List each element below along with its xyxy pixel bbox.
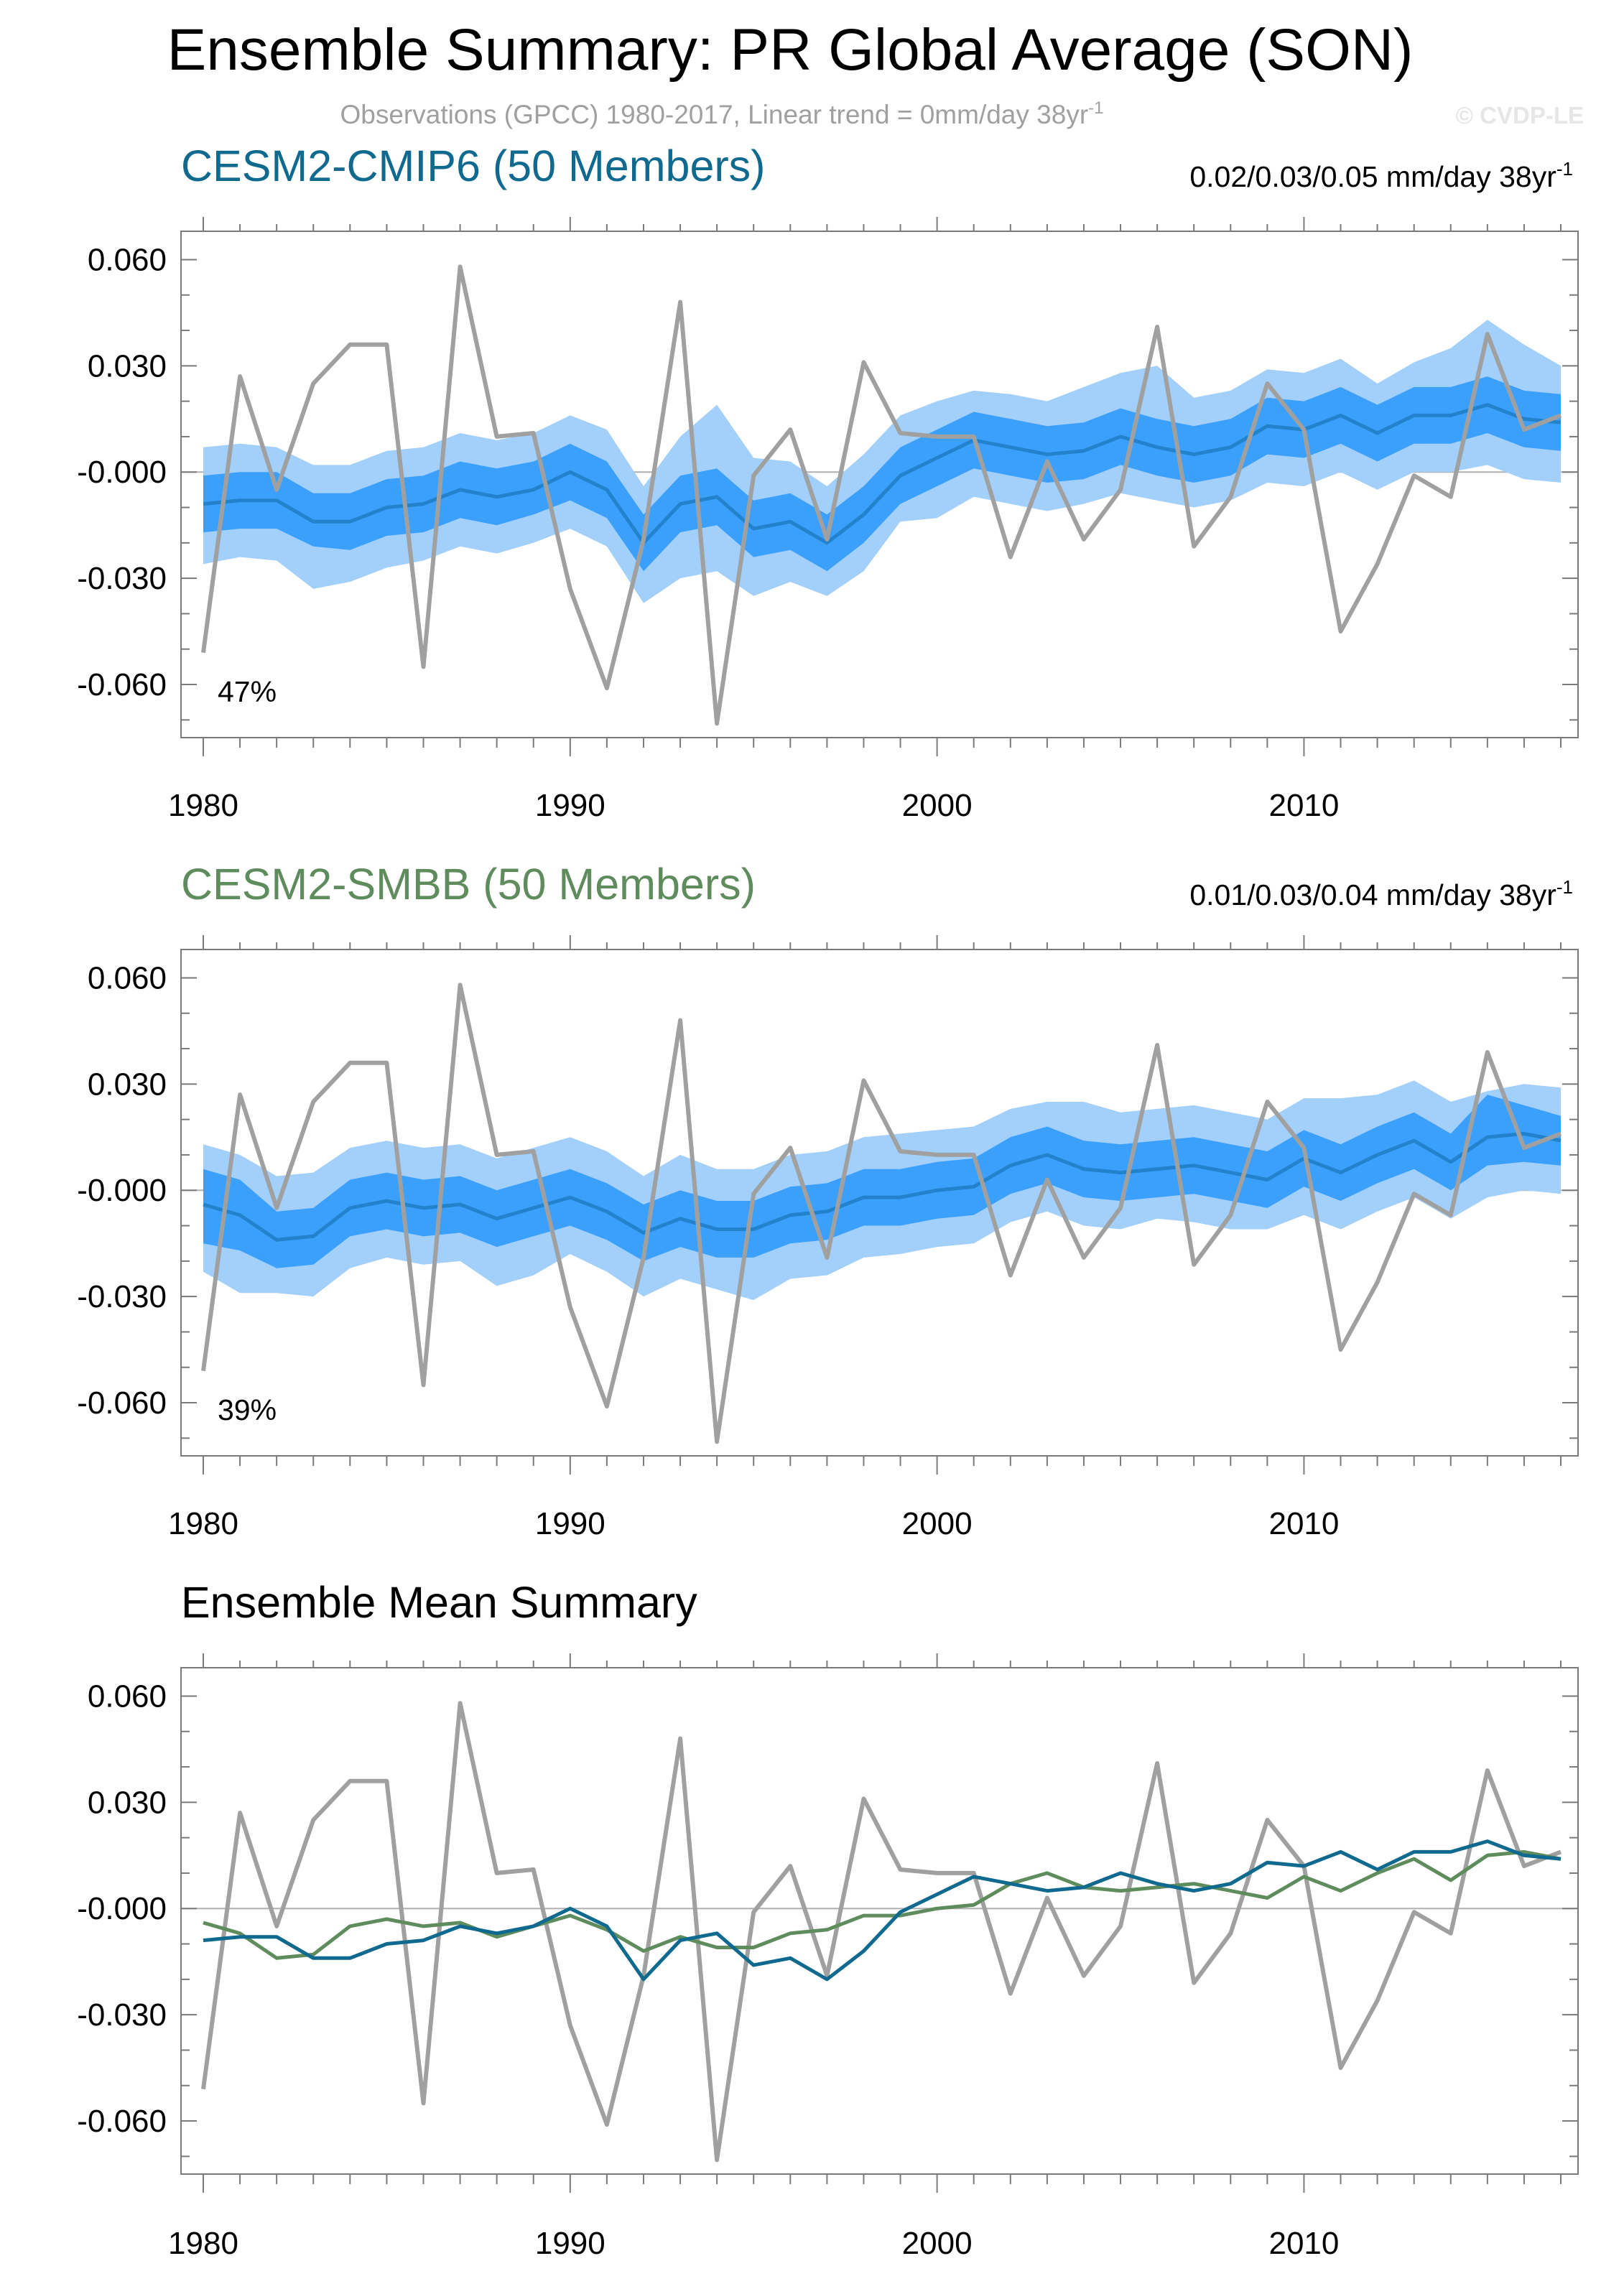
y-tick-label: 0.060 (88, 960, 167, 995)
y-tick-label: 0.030 (88, 1785, 167, 1820)
y-tick-label: -0.030 (77, 1279, 167, 1314)
x-tick-label: 1990 (535, 788, 605, 823)
trend-text-smbb: 0.01/0.03/0.04 mm/day 38yr (1189, 878, 1556, 911)
subtitle: Observations (GPCC) 1980-2017, Linear tr… (340, 98, 1104, 129)
cesm2-cmip6-mean-line (203, 1839, 1562, 1982)
x-tick-label: 2010 (1268, 788, 1339, 823)
y-tick-label: -0.060 (77, 2104, 167, 2139)
x-tick-label: 2010 (1268, 1506, 1339, 1541)
trend-label-cmip6: 0.02/0.03/0.05 mm/day 38yr-1 (1189, 158, 1573, 193)
cesm2-smbb-mean-line (203, 1849, 1562, 1960)
y-tick-label: -0.000 (77, 455, 167, 490)
main-title: Ensemble Summary: PR Global Average (SON… (167, 17, 1414, 83)
plot-frame (180, 949, 1579, 1457)
percent-label-cmip6: 47% (218, 675, 277, 708)
ensemble-mean-line (203, 403, 1562, 545)
panel-cesm2-cmip6: CESM2-CMIP6 (50 Members) 0.02/0.03/0.05 … (77, 141, 1579, 823)
trend-sup-smbb: -1 (1556, 876, 1573, 898)
plot-area-cmip6: 0.060 0.030 -0.000 -0.030 -0.060 1980 1990 2000… (77, 217, 1579, 823)
x-tick-label: 1980 (168, 2226, 238, 2261)
x-tick-label: 2000 (902, 1506, 973, 1541)
x-tick-label: 2000 (902, 2226, 973, 2261)
panel-ensemble-mean-summary: Ensemble Mean Summary 0.060 0.030 -0.000 -0… (77, 1578, 1579, 2261)
x-tick-label: 1990 (535, 1506, 605, 1541)
trend-sup-cmip6: -1 (1556, 158, 1573, 180)
y-tick-label: 0.060 (88, 242, 167, 277)
y-tick-label: -0.030 (77, 561, 167, 596)
observations-line (201, 983, 1562, 1444)
y-tick-label: 0.030 (88, 1067, 167, 1102)
ensemble-mean-line (203, 1131, 1562, 1242)
percent-label-smbb: 39% (218, 1393, 277, 1426)
x-tick-label: 2000 (902, 788, 973, 823)
y-tick-label: 0.030 (88, 348, 167, 384)
trend-text-cmip6: 0.02/0.03/0.05 mm/day 38yr (1189, 160, 1556, 193)
y-tick-label: -0.000 (77, 1173, 167, 1208)
panel-title-smbb: CESM2-SMBB (50 Members) (181, 860, 756, 909)
inner-spread-band (203, 376, 1561, 572)
watermark: © CVDP-LE (1456, 102, 1584, 129)
subtitle-text: Observations (GPCC) 1980-2017, Linear tr… (340, 100, 1089, 129)
y-tick-label: -0.030 (77, 1997, 167, 2033)
panel-cesm2-smbb: CESM2-SMBB (50 Members) 0.01/0.03/0.04 m… (77, 860, 1579, 1541)
y-tick-label: 0.060 (88, 1679, 167, 1714)
observations-line (201, 264, 1562, 726)
inner-spread-band (203, 1095, 1561, 1268)
plot-area-smbb: 0.060 0.030 -0.000 -0.030 -0.060 1980 1990 2000… (77, 935, 1579, 1541)
plot-area-summary: 0.060 0.030 -0.000 -0.030 -0.060 1980 1990 2000… (77, 1653, 1579, 2261)
y-tick-label: -0.060 (77, 667, 167, 702)
panel-title-cmip6: CESM2-CMIP6 (50 Members) (181, 141, 766, 190)
y-tick-label: -0.000 (77, 1891, 167, 1926)
x-tick-label: 1980 (168, 788, 238, 823)
x-tick-label: 2010 (1268, 2226, 1339, 2261)
plot-frame (180, 1667, 1579, 2175)
outer-spread-band (203, 320, 1561, 603)
y-tick-label: -0.060 (77, 1385, 167, 1421)
x-tick-label: 1990 (535, 2226, 605, 2261)
trend-label-smbb: 0.01/0.03/0.04 mm/day 38yr-1 (1189, 876, 1573, 911)
subtitle-superscript: -1 (1088, 98, 1103, 118)
panel-title-summary: Ensemble Mean Summary (181, 1578, 697, 1627)
x-tick-label: 1980 (168, 1506, 238, 1541)
plot-frame (180, 231, 1579, 738)
observations-line (201, 1701, 1562, 2163)
